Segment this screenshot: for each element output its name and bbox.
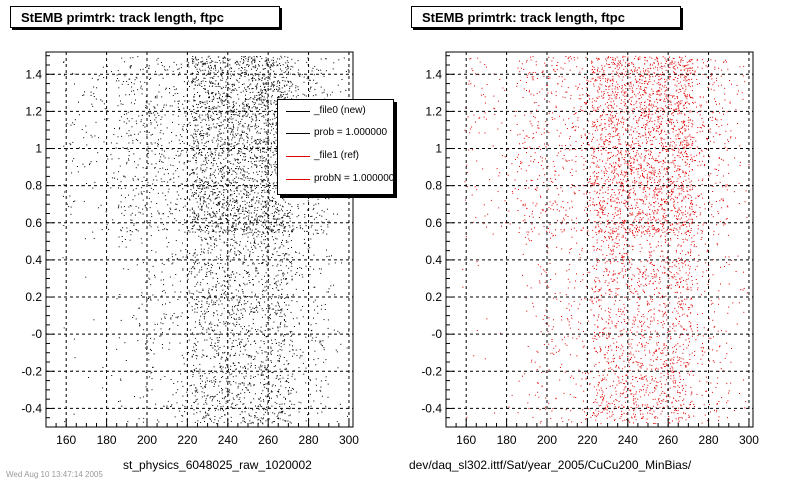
y-tick-label: 0.6 bbox=[25, 216, 42, 230]
x-tick-label: 200 bbox=[137, 433, 157, 447]
legend-line-probn bbox=[286, 179, 310, 180]
right-panel-title: StEMB primtrk: track length, ftpc bbox=[411, 6, 681, 28]
x-tick-label: 280 bbox=[299, 433, 319, 447]
y-tick-label: -0.2 bbox=[21, 364, 42, 378]
legend-label-probn: probN = 1.000000 bbox=[314, 173, 394, 184]
x-tick-label: 280 bbox=[699, 433, 719, 447]
x-tick-label: 300 bbox=[339, 433, 359, 447]
right-scatter-plot: 160 180 200 220 240 260 280 300 -0.4 -0.2 -0 0.2 0.4… bbox=[421, 51, 759, 447]
y-tick-label: -0.2 bbox=[421, 364, 442, 378]
plot-frame bbox=[445, 51, 754, 428]
legend-entry-prob: prob = 1.000000 bbox=[278, 124, 393, 144]
x-tick-label: 260 bbox=[658, 433, 678, 447]
legend-label-file1: _file1 (ref) bbox=[314, 150, 360, 161]
legend-entry-probn: probN = 1.000000 bbox=[278, 170, 394, 190]
x-tick-label: 260 bbox=[258, 433, 278, 447]
x-tick-label: 160 bbox=[56, 433, 76, 447]
y-tick-label: 1 bbox=[35, 142, 42, 156]
y-tick-label: 0.8 bbox=[25, 179, 42, 193]
y-tick-label: -0.4 bbox=[21, 401, 42, 415]
x-tick-label: 160 bbox=[456, 433, 476, 447]
y-tick-label: -0 bbox=[31, 327, 42, 341]
y-tick-label: 0.4 bbox=[425, 253, 442, 267]
x-tick-label: 220 bbox=[577, 433, 597, 447]
y-tick-label: 0.6 bbox=[425, 216, 442, 230]
legend-line-file0 bbox=[286, 111, 310, 112]
y-tick-label: 1.2 bbox=[425, 104, 442, 118]
grid-lines bbox=[446, 52, 753, 427]
timestamp-note: Wed Aug 10 13:47:14 2005 bbox=[6, 470, 103, 479]
left-panel-title: StEMB primtrk: track length, ftpc bbox=[10, 6, 280, 28]
right-x-axis-label: dev/daq_sl302.ittf/Sat/year_2005/CuCu200… bbox=[409, 458, 692, 472]
legend-entry-file1: _file1 (ref) bbox=[278, 147, 393, 167]
y-tick-label: 1.4 bbox=[425, 67, 442, 81]
y-tick-label: 1.4 bbox=[25, 67, 42, 81]
y-tick-label: 0.2 bbox=[25, 290, 42, 304]
grid-lines bbox=[46, 52, 353, 427]
legend-label-file0: _file0 (new) bbox=[314, 105, 366, 116]
y-tick-label: -0.4 bbox=[421, 401, 442, 415]
legend-label-prob: prob = 1.000000 bbox=[314, 127, 388, 138]
x-tick-label: 200 bbox=[537, 433, 557, 447]
y-tick-label: 0.2 bbox=[425, 290, 442, 304]
legend-line-file1 bbox=[286, 156, 310, 157]
y-tick-label: -0 bbox=[431, 327, 442, 341]
x-tick-label: 180 bbox=[97, 433, 117, 447]
y-tick-label: 1.2 bbox=[25, 104, 42, 118]
legend-entry-file0: _file0 (new) bbox=[278, 102, 393, 122]
x-tick-label: 180 bbox=[497, 433, 517, 447]
legend-box: _file0 (new) prob = 1.000000 _file1 (ref… bbox=[277, 99, 394, 195]
scatter-points bbox=[62, 55, 350, 425]
scatter-points bbox=[462, 55, 750, 425]
x-tick-label: 240 bbox=[218, 433, 238, 447]
y-tick-label: 1 bbox=[435, 142, 442, 156]
legend-line-prob bbox=[286, 133, 310, 134]
x-tick-label: 300 bbox=[739, 433, 759, 447]
left-x-axis-label: st_physics_6048025_raw_1020002 bbox=[123, 458, 312, 472]
x-tick-label: 220 bbox=[177, 433, 197, 447]
x-tick-label: 240 bbox=[618, 433, 638, 447]
y-tick-label: 0.8 bbox=[425, 179, 442, 193]
y-tick-label: 0.4 bbox=[25, 253, 42, 267]
